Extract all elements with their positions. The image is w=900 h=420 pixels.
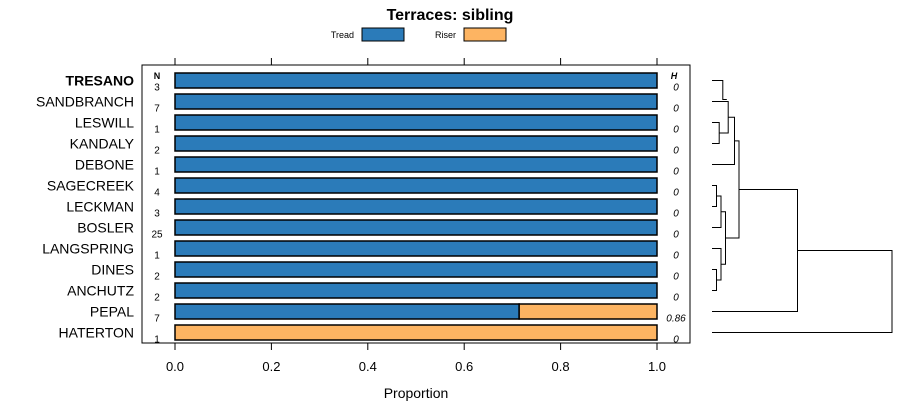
dendrogram-link xyxy=(712,122,720,144)
x-tick-label: 0.6 xyxy=(455,359,473,374)
dendrogram-link xyxy=(721,211,726,265)
category-label: DEBONE xyxy=(75,157,134,173)
n-value: 3 xyxy=(154,209,160,220)
category-label: SAGECREEK xyxy=(47,178,135,194)
n-value: 1 xyxy=(154,167,160,178)
h-value: 0 xyxy=(673,293,679,304)
dendrogram-link xyxy=(712,101,729,134)
n-value: 1 xyxy=(154,125,160,136)
h-value: 0 xyxy=(673,146,679,157)
bar-segment-tread xyxy=(174,72,658,89)
n-value: 2 xyxy=(154,272,160,283)
x-axis-title: Proportion xyxy=(384,385,449,401)
n-value: 1 xyxy=(154,335,160,346)
h-value: 0 xyxy=(673,251,679,262)
dendrogram-link xyxy=(712,185,717,207)
legend-label-tread: Tread xyxy=(331,30,354,40)
category-label: SANDBRANCH xyxy=(36,94,134,110)
n-value: 2 xyxy=(154,293,160,304)
bar-segment-tread xyxy=(174,156,658,173)
x-axis: 0.0 0.2 0.4 0.6 0.8 1.0 xyxy=(166,58,666,374)
legend-swatch-riser xyxy=(463,27,507,42)
x-tick-label: 0.8 xyxy=(552,359,570,374)
plot-frame xyxy=(141,64,691,344)
h-value: 0 xyxy=(673,167,679,178)
h-column-header: H xyxy=(671,71,678,81)
n-value: 1 xyxy=(154,251,160,262)
h-value: 0 xyxy=(673,230,679,241)
bar-segment-tread xyxy=(174,114,658,131)
bar-segment-tread xyxy=(174,219,658,236)
dendrogram-link xyxy=(712,269,717,291)
legend-swatch-tread xyxy=(361,27,405,42)
bar-segment-riser xyxy=(518,303,658,320)
bar-segment-riser xyxy=(174,324,658,341)
bar-segment-tread xyxy=(174,261,658,278)
h-value: 0 xyxy=(673,272,679,283)
category-label: PEPAL xyxy=(90,304,134,320)
category-label: DINES xyxy=(91,262,134,278)
bar-segment-tread xyxy=(174,135,658,152)
dendrogram-link xyxy=(712,249,893,333)
category-label: LESWILL xyxy=(75,115,134,131)
category-label: LECKMAN xyxy=(66,199,134,215)
dendrogram xyxy=(712,80,893,333)
category-label: LANGSPRING xyxy=(42,241,134,257)
bar-segment-tread xyxy=(174,240,658,257)
bar-segment-tread xyxy=(174,282,658,299)
legend-label-riser: Riser xyxy=(435,30,456,40)
dendrogram-link xyxy=(712,116,735,165)
n-value: 7 xyxy=(154,314,160,325)
h-value: 0 xyxy=(673,83,679,94)
legend: Tread Riser xyxy=(331,27,507,42)
h-value: 0 xyxy=(673,209,679,220)
n-value: 3 xyxy=(154,83,160,94)
n-value: 4 xyxy=(154,188,160,199)
category-label: TRESANO xyxy=(66,73,135,89)
h-value: 0 xyxy=(673,188,679,199)
x-tick-label: 0.2 xyxy=(262,359,280,374)
n-column-header: N xyxy=(154,71,161,81)
x-tick-label: 0.0 xyxy=(166,359,184,374)
bar-segment-tread xyxy=(174,198,658,215)
category-label: BOSLER xyxy=(77,220,134,236)
x-tick-label: 1.0 xyxy=(648,359,666,374)
bar-rows: TRESANO 3 0 SANDBRANCH 7 0 LESWILL 1 0 KANDALY 2 0 D… xyxy=(36,72,686,346)
dendrogram-link xyxy=(712,188,798,312)
category-label: KANDALY xyxy=(70,136,135,152)
dendrogram-link xyxy=(712,80,727,100)
n-value: 25 xyxy=(151,230,163,241)
n-value: 7 xyxy=(154,104,160,115)
h-value: 0 xyxy=(673,335,679,346)
h-value: 0 xyxy=(673,104,679,115)
bar-segment-tread xyxy=(174,177,658,194)
chart-title: Terraces: sibling xyxy=(387,7,514,24)
category-label: HATERTON xyxy=(59,325,134,341)
n-value: 2 xyxy=(154,146,160,157)
bar-segment-tread xyxy=(174,93,658,110)
dendrogram-link xyxy=(725,140,740,239)
h-value: 0 xyxy=(673,125,679,136)
h-value: 0.86 xyxy=(666,314,686,325)
x-tick-label: 0.4 xyxy=(359,359,377,374)
category-label: ANCHUTZ xyxy=(67,283,134,299)
bar-segment-tread xyxy=(174,303,520,320)
